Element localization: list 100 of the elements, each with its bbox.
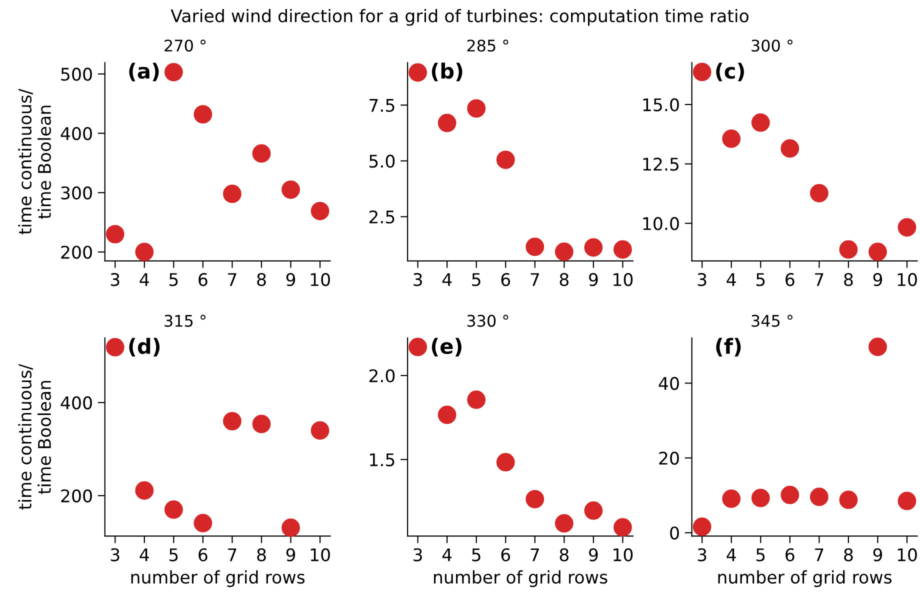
y-tick-label: 7.5 (370, 99, 394, 112)
x-tick-label: 4 (442, 273, 452, 286)
point (194, 514, 212, 532)
y-tick-label: 1.5 (370, 453, 394, 466)
chart-subtitle: 300 ° (752, 40, 792, 52)
point (496, 453, 515, 472)
point (310, 202, 330, 220)
point (898, 218, 916, 237)
point (526, 238, 544, 256)
x-tick-label: 10 (614, 273, 633, 286)
x-tick-label: 9 (589, 273, 598, 286)
x-tick-label: 7 (815, 273, 824, 286)
chart-subtitle: 270 ° (164, 40, 206, 52)
point (223, 184, 242, 204)
point (194, 105, 212, 124)
point (496, 150, 515, 169)
chart-title: (f) (716, 338, 741, 356)
x-axis-title: number of grid rows (434, 570, 608, 588)
point (164, 62, 183, 82)
x-tick-label: 5 (472, 273, 480, 286)
x-tick-label: 9 (589, 548, 598, 562)
chart-title: (d) (129, 338, 160, 356)
x-tick-label: 7 (530, 273, 539, 286)
point (164, 500, 183, 519)
x-tick-label: 8 (560, 273, 569, 286)
x-tick-label: 8 (844, 273, 853, 286)
x-tick-label: 5 (756, 548, 765, 562)
x-axis-title: number of grid rows (131, 570, 305, 588)
y-tick-label: 2.0 (369, 369, 395, 382)
y-axis-title: time continuous/ time Boolean (18, 88, 52, 234)
x-tick-label: 4 (726, 548, 736, 562)
point (780, 486, 800, 504)
y-tick-label: 200 (61, 489, 92, 502)
point (722, 130, 741, 148)
x-tick-label: 5 (756, 273, 765, 286)
point (310, 421, 330, 440)
point (810, 488, 828, 506)
x-tick-label: 8 (257, 548, 266, 562)
point (282, 518, 300, 537)
x-tick-label: 9 (286, 273, 296, 286)
point (780, 139, 800, 158)
x-tick-label: 3 (414, 273, 422, 286)
chart-subtitle: 330 ° (467, 314, 508, 327)
x-tick-label: 9 (873, 273, 882, 286)
point (692, 62, 712, 82)
point (135, 481, 154, 500)
x-tick-label: 6 (501, 548, 510, 562)
y-tick-label: 10.0 (643, 217, 679, 230)
chart-subtitle: 345 ° (752, 314, 792, 327)
point (584, 501, 603, 520)
point (135, 242, 154, 262)
y-tick-label: 40 (658, 376, 679, 390)
y-tick-label: 200 (61, 246, 92, 259)
point (106, 224, 124, 244)
y-tick-label: 300 (61, 186, 92, 200)
point (898, 492, 916, 510)
point (751, 113, 770, 132)
x-tick-label: 5 (472, 548, 480, 562)
point (722, 490, 741, 508)
x-tick-label: 9 (873, 548, 882, 562)
chart-subtitle: 285 ° (467, 40, 508, 52)
x-tick-label: 6 (501, 273, 510, 286)
y-tick-label: 5.0 (369, 154, 395, 168)
point (554, 514, 574, 533)
point (751, 488, 770, 508)
point (438, 406, 456, 424)
point (614, 518, 632, 537)
point (408, 338, 428, 356)
x-tick-label: 4 (140, 273, 149, 286)
x-tick-label: 7 (530, 548, 539, 562)
point (467, 99, 486, 118)
x-tick-label: 6 (198, 273, 208, 286)
x-tick-label: 10 (898, 548, 917, 562)
text: Varied wind direction for a grid of turbines: computation time ratio (170, 8, 748, 26)
chart-title: (a) (129, 62, 159, 82)
point (526, 490, 544, 508)
point (438, 114, 456, 132)
point (252, 414, 271, 434)
y-axis-title: time continuous/ time Boolean (18, 364, 52, 510)
x-tick-label: 3 (110, 548, 120, 562)
x-tick-label: 4 (726, 273, 736, 286)
y-tick-label: 0 (670, 526, 679, 540)
x-tick-label: 3 (698, 548, 706, 562)
point (839, 240, 858, 259)
point (408, 63, 428, 82)
chart-title: (c) (716, 62, 744, 82)
x-tick-label: 6 (786, 548, 794, 562)
point (868, 338, 887, 356)
y-tick-label: 20 (659, 452, 679, 465)
x-tick-label: 3 (698, 273, 706, 286)
y-tick-label: 400 (60, 396, 92, 410)
x-tick-label: 6 (786, 273, 794, 286)
point (554, 242, 574, 261)
point (692, 518, 712, 536)
y-tick-label: 400 (60, 127, 92, 140)
point (868, 242, 887, 262)
x-tick-label: 9 (286, 548, 296, 562)
point (839, 490, 858, 510)
chart-subtitle: 315 ° (164, 314, 206, 327)
x-tick-label: 10 (614, 548, 633, 562)
